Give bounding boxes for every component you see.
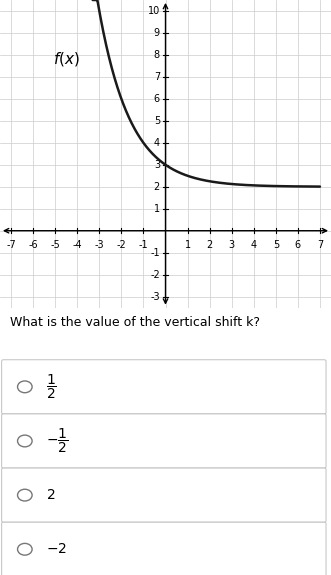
FancyBboxPatch shape [2, 414, 326, 468]
Text: -3: -3 [150, 292, 160, 302]
Text: 5: 5 [154, 116, 160, 126]
Text: -7: -7 [6, 240, 16, 250]
Text: 2: 2 [207, 240, 213, 250]
Text: 5: 5 [273, 240, 279, 250]
Text: -3: -3 [94, 240, 104, 250]
Text: -2: -2 [150, 270, 160, 279]
Text: 8: 8 [154, 50, 160, 60]
Text: $-\dfrac{1}{2}$: $-\dfrac{1}{2}$ [46, 427, 69, 455]
FancyBboxPatch shape [2, 468, 326, 522]
Text: -6: -6 [28, 240, 38, 250]
Text: 7: 7 [154, 72, 160, 82]
Text: 2: 2 [154, 182, 160, 192]
Text: $-2$: $-2$ [46, 542, 67, 556]
Text: 1: 1 [184, 240, 191, 250]
Text: $\dfrac{1}{2}$: $\dfrac{1}{2}$ [46, 373, 57, 401]
Text: -1: -1 [150, 248, 160, 258]
Text: -5: -5 [50, 240, 60, 250]
Text: 4: 4 [251, 240, 257, 250]
Text: $f(x)$: $f(x)$ [53, 51, 80, 68]
FancyBboxPatch shape [2, 522, 326, 575]
Text: 6: 6 [154, 94, 160, 104]
Text: 10: 10 [148, 6, 160, 16]
Text: What is the value of the vertical shift k?: What is the value of the vertical shift … [10, 316, 260, 329]
Text: -1: -1 [139, 240, 148, 250]
Text: 3: 3 [154, 160, 160, 170]
Text: 3: 3 [229, 240, 235, 250]
Text: -2: -2 [117, 240, 126, 250]
Text: 1: 1 [154, 204, 160, 214]
Text: $2$: $2$ [46, 488, 56, 502]
Text: 7: 7 [317, 240, 323, 250]
Text: 6: 6 [295, 240, 301, 250]
FancyBboxPatch shape [2, 360, 326, 414]
Text: 9: 9 [154, 28, 160, 38]
Text: 4: 4 [154, 138, 160, 148]
Text: -4: -4 [72, 240, 82, 250]
